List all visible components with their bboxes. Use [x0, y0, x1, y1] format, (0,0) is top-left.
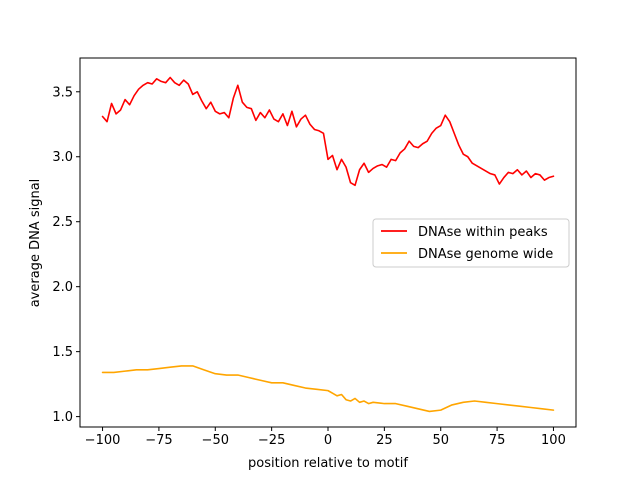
legend-box — [372, 218, 570, 268]
y-tick-label: 3.5 — [52, 85, 73, 100]
x-axis-ticks: −100 −75 −50 −25 0 25 50 75 100 — [85, 427, 566, 448]
y-tick-label: 3.0 — [52, 150, 73, 165]
legend-label-dnase-genome-wide: DNAse genome wide — [418, 247, 553, 262]
x-tick-label: −25 — [258, 433, 285, 448]
x-axis-label: position relative to motif — [248, 456, 408, 471]
y-tick-label: 2.0 — [52, 280, 73, 295]
x-tick-label: −100 — [85, 433, 121, 448]
y-axis-ticks: 1.0 1.5 2.0 2.5 3.0 3.5 — [52, 85, 80, 425]
x-tick-label: 25 — [376, 433, 393, 448]
legend: DNAse within peaks DNAse genome wide — [372, 218, 570, 268]
x-tick-label: 0 — [324, 433, 332, 448]
y-tick-label: 1.0 — [52, 410, 73, 425]
series-layer — [101, 76, 555, 413]
y-axis-label: average DNA signal — [28, 179, 43, 308]
x-tick-label: 75 — [489, 433, 506, 448]
series-line-dnase-within-peaks — [101, 76, 555, 187]
x-tick-label: 100 — [541, 433, 566, 448]
legend-label-dnase-within-peaks: DNAse within peaks — [418, 225, 548, 240]
x-tick-label: 50 — [432, 433, 449, 448]
x-tick-label: −50 — [202, 433, 229, 448]
y-tick-label: 1.5 — [52, 345, 73, 360]
series-line-dnase-genome-wide — [101, 365, 555, 413]
y-tick-label: 2.5 — [52, 215, 73, 230]
x-tick-label: −75 — [145, 433, 172, 448]
